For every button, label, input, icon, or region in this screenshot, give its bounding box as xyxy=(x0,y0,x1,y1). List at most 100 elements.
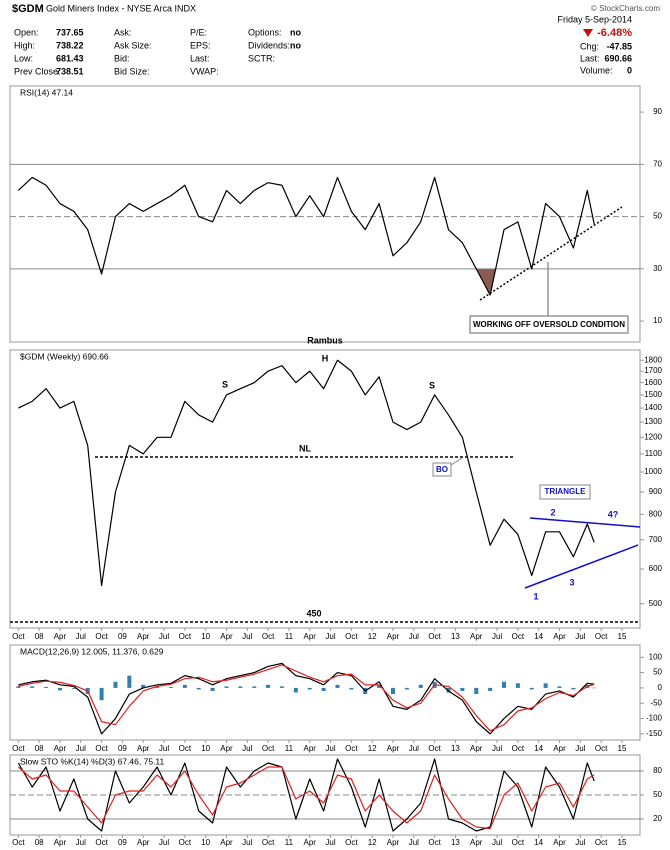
field-value: no xyxy=(290,40,301,50)
x-tick-label: Oct xyxy=(345,744,358,753)
y-tick-label: 1600 xyxy=(644,378,662,387)
histogram-bar xyxy=(57,687,62,691)
histogram-bar xyxy=(488,687,493,691)
y-tick-label: 100 xyxy=(649,652,663,661)
histogram-bar xyxy=(293,687,298,693)
annotation: WORKING OFF OVERSOLD CONDITION xyxy=(473,320,625,329)
x-tick-label: 09 xyxy=(118,632,127,641)
histogram-bar xyxy=(30,686,35,688)
index-name: Gold Miners Index - NYSE Arca INDX xyxy=(46,3,196,13)
x-tick-label: 13 xyxy=(451,632,460,641)
y-tick-label: 700 xyxy=(649,535,663,544)
x-tick-label: Apr xyxy=(54,632,67,641)
y-tick-label: -150 xyxy=(646,729,663,738)
y-tick-label: -50 xyxy=(650,698,662,707)
field-value: -47.85 xyxy=(606,41,632,51)
x-tick-label: 12 xyxy=(368,744,377,753)
x-tick-label: 08 xyxy=(35,744,44,753)
histogram-bar xyxy=(182,684,187,688)
y-tick-label: 20 xyxy=(653,814,662,823)
x-tick-label: Apr xyxy=(470,838,483,847)
histogram-bar xyxy=(335,684,340,688)
y-tick-label: 0 xyxy=(658,683,663,692)
x-tick-label: Jul xyxy=(492,838,502,847)
histogram-bar xyxy=(168,686,173,688)
histogram-bar xyxy=(279,686,284,688)
x-tick-label: 10 xyxy=(201,632,210,641)
histogram-bar xyxy=(515,683,520,688)
x-tick-label: 10 xyxy=(201,744,210,753)
histogram-bar xyxy=(210,687,215,691)
histogram-bar xyxy=(127,675,132,688)
field-label: SCTR: xyxy=(248,53,275,63)
x-tick-label: 15 xyxy=(618,744,627,753)
x-tick-label: Oct xyxy=(512,838,525,847)
field-label: Last: xyxy=(580,53,600,63)
x-tick-label: Jul xyxy=(242,838,252,847)
x-tick-label: Jul xyxy=(76,838,86,847)
x-tick-label: Apr xyxy=(220,744,233,753)
histogram-bar xyxy=(474,687,479,695)
histogram-bar xyxy=(529,687,534,690)
annotation: 1 xyxy=(533,591,538,601)
bo-pointer xyxy=(450,457,463,466)
y-tick-label: 50 xyxy=(653,790,662,799)
y-tick-label: 80 xyxy=(653,766,662,775)
x-tick-label: Jul xyxy=(76,744,86,753)
series-line xyxy=(18,662,595,735)
series-line xyxy=(17,176,595,296)
histogram-bar xyxy=(113,681,118,688)
x-tick-label: Jul xyxy=(325,838,335,847)
x-tick-label: Oct xyxy=(179,632,192,641)
x-tick-label: Oct xyxy=(95,744,108,753)
field-label: VWAP: xyxy=(190,66,219,76)
x-tick-label: Jul xyxy=(409,744,419,753)
annotation: 2 xyxy=(550,507,555,517)
x-tick-label: Jul xyxy=(409,632,419,641)
y-tick-label: -100 xyxy=(646,714,663,723)
histogram-bar xyxy=(155,686,160,688)
panel-legend: $GDM (Weekly) 690.66 xyxy=(20,351,109,361)
x-tick-label: Apr xyxy=(304,744,317,753)
x-tick-label: 12 xyxy=(368,632,377,641)
histogram-bar xyxy=(16,686,21,688)
y-tick-label: 1400 xyxy=(644,403,662,412)
field-label: Prev Close: xyxy=(14,66,61,76)
annotation: TRIANGLE xyxy=(545,487,587,496)
x-tick-label: Jul xyxy=(159,744,169,753)
annotation: 3 xyxy=(569,577,574,587)
x-tick-label: 12 xyxy=(368,838,377,847)
y-tick-label: 90 xyxy=(653,107,662,116)
x-tick-label: 09 xyxy=(118,838,127,847)
x-tick-label: Oct xyxy=(262,744,275,753)
field-label: Open: xyxy=(14,27,39,37)
x-tick-label: 14 xyxy=(534,744,543,753)
x-tick-label: Apr xyxy=(54,744,67,753)
field-label: Dividends: xyxy=(248,40,290,50)
histogram-bar xyxy=(592,687,597,689)
x-tick-label: Jul xyxy=(325,632,335,641)
series-line xyxy=(18,664,595,732)
histogram-bar xyxy=(99,687,104,701)
bo-box xyxy=(432,462,452,477)
x-tick-label: Apr xyxy=(304,838,317,847)
x-tick-label: Oct xyxy=(595,838,608,847)
x-tick-label: Jul xyxy=(409,838,419,847)
histogram-bar xyxy=(390,687,395,695)
field-value: 0 xyxy=(627,65,632,75)
field-label: Last: xyxy=(190,53,210,63)
histogram-bar xyxy=(44,686,49,688)
histogram-bar xyxy=(377,684,382,688)
x-tick-label: Apr xyxy=(387,744,400,753)
histogram-bar xyxy=(238,686,243,688)
x-tick-label: Apr xyxy=(137,744,150,753)
x-tick-label: 15 xyxy=(618,632,627,641)
field-value: 681.43 xyxy=(56,53,84,63)
x-tick-label: Apr xyxy=(304,632,317,641)
histogram-bar xyxy=(349,687,354,690)
x-tick-label: 08 xyxy=(35,632,44,641)
x-tick-label: Jul xyxy=(575,838,585,847)
annotation: S xyxy=(222,379,228,389)
date: Friday 5-Sep-2014 xyxy=(557,14,632,24)
